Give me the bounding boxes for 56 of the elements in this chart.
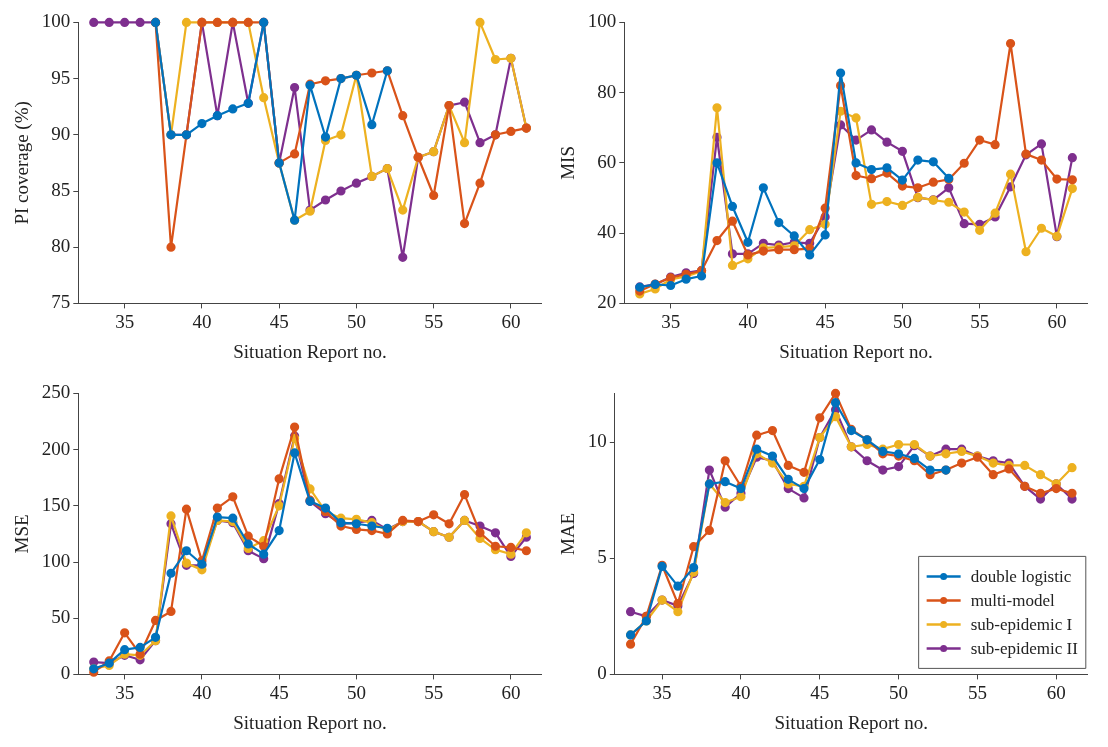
y-tick-label: 100: [41, 549, 71, 571]
x-tick-label: 50: [346, 681, 366, 703]
x-tick-label: 55: [970, 310, 990, 332]
x-tick-label: 60: [501, 681, 521, 703]
y-axis-title: MSE: [11, 514, 33, 554]
x-tick-label: 35: [115, 310, 135, 332]
x-tick-label: 60: [501, 310, 521, 332]
legend-label: sub-epidemic I: [970, 614, 1073, 634]
y-tick-label: 150: [41, 493, 71, 515]
y-tick-label: 200: [41, 437, 71, 459]
x-axis-title: Situation Report no.: [233, 711, 387, 733]
x-tick-label: 35: [115, 681, 135, 703]
y-tick-label: 50: [51, 606, 71, 628]
y-tick-label: 250: [41, 381, 71, 403]
x-tick-label: 60: [1047, 310, 1067, 332]
y-tick-label: 75: [51, 291, 71, 313]
y-tick-label: 40: [597, 221, 617, 243]
x-tick-label: 55: [424, 310, 444, 332]
legend-label: multi-model: [970, 590, 1055, 610]
legend-label: double logistic: [970, 566, 1072, 586]
x-tick-label: 35: [661, 310, 681, 332]
y-tick-label: 0: [597, 662, 607, 684]
y-tick-label: 80: [51, 235, 71, 257]
x-axis-title: Situation Report no.: [774, 711, 929, 733]
y-tick-label: 90: [51, 122, 71, 144]
x-tick-label: 45: [269, 310, 289, 332]
y-tick-label: 5: [597, 546, 607, 568]
x-tick-label: 45: [810, 681, 830, 703]
x-tick-label: 40: [192, 310, 212, 332]
x-tick-label: 40: [731, 681, 751, 703]
x-tick-label: 55: [967, 681, 987, 703]
legend-label: sub-epidemic II: [970, 638, 1079, 658]
y-tick-label: 100: [41, 10, 71, 32]
x-tick-label: 55: [424, 681, 444, 703]
x-tick-label: 50: [889, 681, 909, 703]
y-axis-title: MAE: [557, 512, 579, 556]
y-axis-title: MIS: [557, 146, 579, 180]
x-tick-label: 45: [815, 310, 835, 332]
x-tick-label: 50: [346, 310, 366, 332]
y-axis-title: PI coverage (%): [11, 101, 34, 225]
y-tick-label: 100: [587, 10, 617, 32]
y-tick-label: 80: [597, 80, 617, 102]
y-tick-label: 60: [597, 150, 617, 172]
x-axis-title: Situation Report no.: [233, 340, 387, 362]
x-tick-label: 40: [192, 681, 212, 703]
y-tick-label: 95: [51, 66, 71, 88]
x-tick-label: 50: [892, 310, 912, 332]
x-tick-label: 60: [1046, 681, 1066, 703]
x-tick-label: 40: [738, 310, 758, 332]
y-tick-label: 0: [60, 662, 71, 684]
x-tick-label: 45: [269, 681, 289, 703]
y-tick-label: 85: [51, 178, 71, 200]
y-tick-label: 10: [587, 430, 607, 452]
y-tick-label: 20: [597, 291, 617, 313]
x-tick-label: 35: [652, 681, 672, 703]
x-axis-title: Situation Report no.: [779, 340, 933, 362]
